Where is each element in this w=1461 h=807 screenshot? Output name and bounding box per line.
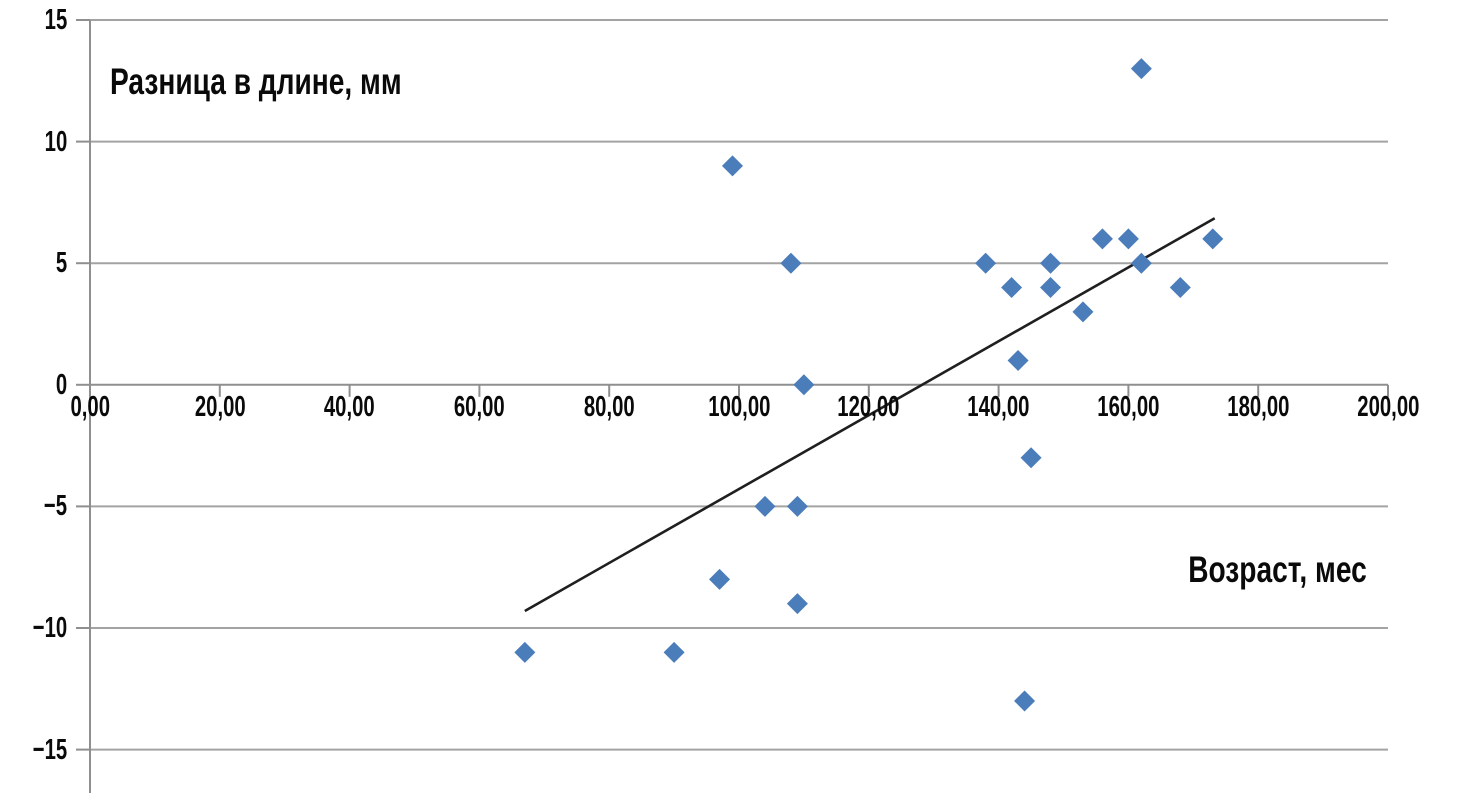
x-tick-label: 100,00: [669, 392, 809, 422]
y-tick-label-text: −5: [43, 490, 67, 523]
x-tick-label-text: 140,00: [967, 391, 1030, 423]
y-tick-label: −5: [0, 491, 67, 521]
y-tick-label: 5: [0, 248, 67, 278]
data-point-marker: [1117, 228, 1139, 250]
data-point-marker: [1007, 349, 1029, 371]
data-point-marker: [722, 155, 744, 177]
x-tick-label: 140,00: [929, 392, 1069, 422]
data-point-marker: [1202, 228, 1224, 250]
data-point-marker: [975, 252, 997, 274]
x-axis-title-text: Возраст, мес: [1187, 549, 1367, 590]
y-tick-label: 0: [0, 370, 67, 400]
y-tick-label-text: −15: [32, 733, 67, 766]
x-tick-label: 20,00: [150, 392, 290, 422]
y-tick-label-text: 5: [55, 247, 67, 280]
data-point-marker: [1091, 228, 1113, 250]
data-point-marker: [1130, 58, 1152, 80]
data-point-marker: [780, 252, 802, 274]
x-tick-label: 40,00: [280, 392, 420, 422]
data-point-marker: [1014, 690, 1036, 712]
x-tick-label-text: 0,00: [70, 391, 110, 423]
x-tick-label-text: 60,00: [453, 391, 505, 423]
y-tick-label: −15: [0, 735, 67, 765]
data-point-marker: [754, 495, 776, 517]
data-point-marker: [709, 568, 731, 590]
data-point-marker: [1001, 277, 1023, 299]
data-point-marker: [1040, 252, 1062, 274]
x-tick-label: 120,00: [799, 392, 939, 422]
y-tick-label-text: 15: [44, 4, 67, 36]
data-point-marker: [793, 374, 815, 396]
y-tick-label: 10: [0, 127, 67, 157]
x-tick-label: 60,00: [409, 392, 549, 422]
data-point-marker: [1169, 277, 1191, 299]
x-tick-label: 200,00: [1318, 392, 1458, 422]
x-tick-label: 180,00: [1188, 392, 1328, 422]
data-point-marker: [1040, 277, 1062, 299]
x-tick-label-text: 180,00: [1227, 391, 1290, 423]
data-point-marker: [786, 593, 808, 615]
data-point-marker: [514, 641, 536, 663]
y-tick-label-text: 10: [44, 125, 67, 158]
data-point-marker: [663, 641, 685, 663]
data-point-marker: [786, 495, 808, 517]
y-tick-label-text: 0: [55, 368, 67, 401]
x-tick-label: 0,00: [20, 392, 160, 422]
data-point-marker: [1130, 252, 1152, 274]
x-tick-label-text: 100,00: [707, 391, 771, 423]
x-tick-label-text: 40,00: [324, 391, 375, 423]
x-tick-label-text: 160,00: [1097, 391, 1160, 423]
x-tick-label-text: 20,00: [194, 391, 246, 423]
x-tick-label-text: 200,00: [1356, 391, 1420, 423]
y-tick-label: −10: [0, 613, 67, 643]
x-axis-title: Возраст, мес: [1127, 549, 1427, 591]
y-axis-title-text: Разница в длине, мм: [110, 61, 402, 102]
y-tick-label: 15: [0, 5, 67, 35]
x-tick-label: 80,00: [539, 392, 679, 422]
trend-line: [524, 217, 1216, 613]
x-tick-label-text: 120,00: [837, 391, 900, 423]
y-tick-label-text: −10: [32, 612, 67, 644]
data-point-marker: [1072, 301, 1094, 323]
x-tick-label: 160,00: [1058, 392, 1198, 422]
data-point-marker: [1020, 447, 1042, 469]
x-tick-label-text: 80,00: [583, 391, 635, 423]
y-axis-title: Разница в длине, мм: [110, 61, 494, 103]
